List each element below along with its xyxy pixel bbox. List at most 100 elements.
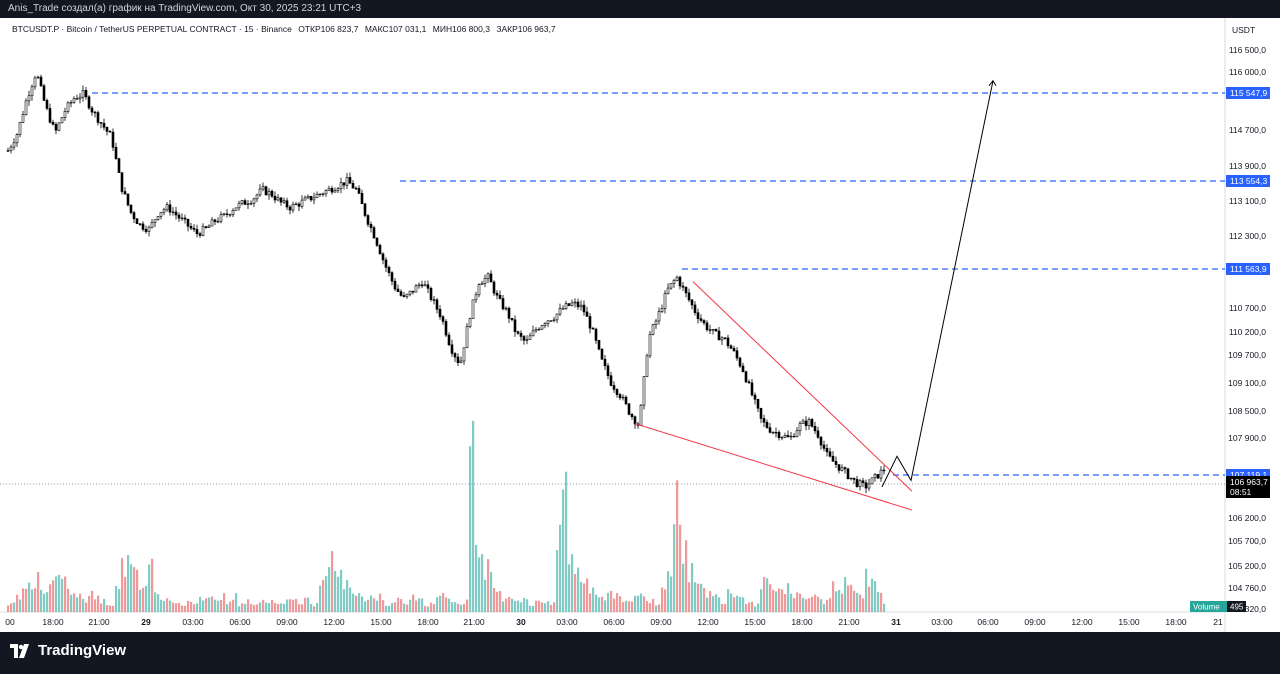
candle[interactable] bbox=[660, 304, 664, 313]
candle[interactable] bbox=[369, 221, 373, 233]
candle[interactable] bbox=[171, 207, 175, 216]
candle[interactable] bbox=[24, 98, 28, 116]
candle[interactable] bbox=[39, 74, 43, 87]
candle[interactable] bbox=[882, 465, 886, 475]
candle[interactable] bbox=[702, 319, 706, 326]
candle[interactable] bbox=[381, 252, 385, 265]
candle[interactable] bbox=[582, 300, 586, 316]
candle[interactable] bbox=[57, 122, 61, 132]
candle[interactable] bbox=[696, 308, 700, 324]
candle[interactable] bbox=[384, 257, 388, 272]
candle[interactable] bbox=[9, 144, 13, 154]
candle[interactable] bbox=[609, 371, 613, 387]
candle[interactable] bbox=[342, 182, 346, 190]
candle[interactable] bbox=[621, 394, 625, 401]
candle[interactable] bbox=[126, 193, 130, 207]
candle[interactable] bbox=[654, 318, 658, 329]
candle[interactable] bbox=[576, 298, 580, 310]
candle[interactable] bbox=[348, 172, 352, 184]
candle[interactable] bbox=[393, 277, 397, 292]
candle[interactable] bbox=[222, 212, 226, 217]
candle[interactable] bbox=[450, 339, 454, 357]
candle[interactable] bbox=[219, 211, 223, 224]
candle[interactable] bbox=[273, 191, 277, 204]
candle[interactable] bbox=[465, 323, 469, 349]
candle[interactable] bbox=[720, 336, 724, 345]
candle[interactable] bbox=[852, 477, 856, 485]
candle[interactable] bbox=[246, 200, 250, 209]
candle[interactable] bbox=[387, 265, 391, 277]
candle[interactable] bbox=[405, 293, 409, 299]
candle[interactable] bbox=[657, 307, 661, 325]
candle[interactable] bbox=[555, 313, 559, 324]
candle[interactable] bbox=[708, 324, 712, 334]
candle[interactable] bbox=[588, 313, 592, 334]
candle[interactable] bbox=[681, 282, 685, 292]
candle[interactable] bbox=[471, 299, 475, 319]
candle[interactable] bbox=[585, 306, 589, 317]
candle[interactable] bbox=[519, 330, 523, 341]
candle[interactable] bbox=[72, 96, 76, 104]
candle[interactable] bbox=[174, 206, 178, 220]
candle[interactable] bbox=[318, 193, 322, 197]
candle[interactable] bbox=[300, 195, 304, 209]
candle[interactable] bbox=[378, 243, 382, 255]
candle[interactable] bbox=[651, 323, 655, 336]
projection-path[interactable] bbox=[881, 80, 994, 488]
candle[interactable] bbox=[672, 278, 676, 288]
candle[interactable] bbox=[480, 280, 484, 285]
candle[interactable] bbox=[21, 111, 25, 124]
candle[interactable] bbox=[330, 185, 334, 195]
candle[interactable] bbox=[18, 121, 22, 138]
candle[interactable] bbox=[288, 204, 292, 215]
candle[interactable] bbox=[234, 207, 238, 211]
candle[interactable] bbox=[501, 294, 505, 311]
candle[interactable] bbox=[282, 197, 286, 204]
candle[interactable] bbox=[315, 191, 319, 199]
candle[interactable] bbox=[276, 194, 280, 202]
candle[interactable] bbox=[390, 271, 394, 286]
candle[interactable] bbox=[516, 330, 520, 336]
candle[interactable] bbox=[669, 282, 673, 290]
candle[interactable] bbox=[663, 290, 667, 314]
candle[interactable] bbox=[444, 319, 448, 338]
candle[interactable] bbox=[777, 430, 781, 441]
candle[interactable] bbox=[156, 215, 160, 221]
candle[interactable] bbox=[12, 138, 16, 151]
candle[interactable] bbox=[159, 211, 163, 220]
candle[interactable] bbox=[675, 275, 679, 282]
candle[interactable] bbox=[759, 407, 763, 424]
candle[interactable] bbox=[345, 172, 349, 190]
candle[interactable] bbox=[183, 214, 187, 224]
candle[interactable] bbox=[144, 225, 148, 234]
candle[interactable] bbox=[483, 274, 487, 288]
candle[interactable] bbox=[297, 202, 301, 212]
candle[interactable] bbox=[306, 194, 310, 200]
candle[interactable] bbox=[258, 184, 262, 197]
candle[interactable] bbox=[33, 75, 37, 90]
candle[interactable] bbox=[567, 303, 571, 307]
wedge-lower-line[interactable] bbox=[634, 423, 913, 511]
candle[interactable] bbox=[477, 283, 481, 298]
candle[interactable] bbox=[528, 332, 532, 340]
candle[interactable] bbox=[603, 354, 607, 371]
candle[interactable] bbox=[798, 420, 802, 436]
candle[interactable] bbox=[423, 280, 427, 287]
candle[interactable] bbox=[90, 105, 94, 116]
candle[interactable] bbox=[753, 392, 757, 405]
candle[interactable] bbox=[249, 200, 253, 206]
candle[interactable] bbox=[693, 301, 697, 316]
candle[interactable] bbox=[66, 101, 70, 114]
candle[interactable] bbox=[837, 464, 841, 474]
candle[interactable] bbox=[69, 100, 73, 108]
candle[interactable] bbox=[591, 326, 595, 330]
tradingview-logo[interactable]: TradingView bbox=[10, 642, 126, 659]
candle[interactable] bbox=[252, 197, 256, 208]
candle[interactable] bbox=[6, 147, 10, 152]
candle[interactable] bbox=[504, 306, 508, 311]
candle[interactable] bbox=[81, 85, 85, 102]
candle[interactable] bbox=[60, 117, 64, 124]
candle[interactable] bbox=[75, 94, 79, 100]
candle[interactable] bbox=[789, 431, 793, 441]
candle[interactable] bbox=[123, 187, 127, 195]
